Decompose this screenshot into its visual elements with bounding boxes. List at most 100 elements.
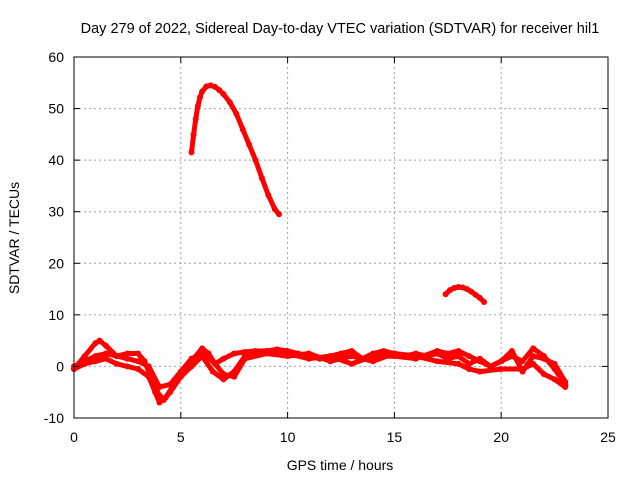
data-point [466,360,473,367]
data-point [233,110,240,117]
data-point [103,342,110,349]
plot-area [71,82,569,406]
data-point [476,294,483,301]
y-tick-label: 0 [56,358,64,374]
data-point [466,366,473,373]
data-point [519,366,526,373]
data-point [92,353,99,360]
data-point [370,358,377,365]
data-point [199,88,206,95]
x-tick-label: 15 [387,429,403,445]
data-point [167,381,174,388]
series-arc-b [71,347,569,406]
ticks: 0 5 10 15 20 25 -10 0 10 20 30 40 50 60 [44,49,616,445]
data-point [455,353,462,360]
data-point [498,358,505,365]
chart-title: Day 279 of 2022, Sidereal Day-to-day VTE… [81,21,600,37]
data-point [284,353,291,360]
data-point [530,360,537,367]
data-point [135,366,142,373]
data-point [190,131,197,138]
data-point [508,347,515,354]
data-point [211,83,218,90]
data-point [338,350,344,357]
data-point [239,126,246,133]
y-tick-label: 40 [48,152,64,168]
data-point [434,358,441,365]
data-point [348,353,355,360]
data-point [455,360,462,367]
data-point [327,353,334,360]
data-point [162,394,169,401]
data-point [455,347,462,354]
data-point [246,141,253,148]
y-tick-label: 20 [48,255,64,271]
series-arc-c [71,350,569,391]
data-point [197,94,204,101]
data-point [258,175,265,182]
data-point [135,350,142,357]
data-point [103,350,110,357]
data-point [81,358,88,365]
data-point [252,157,259,164]
data-point [380,347,387,354]
data-point [498,366,505,373]
data-point [327,358,334,365]
data-point [199,350,206,357]
data-point [226,99,233,106]
data-point [530,353,537,360]
data-point [276,211,283,218]
data-point [92,358,99,365]
data-point [370,353,377,360]
data-point [442,291,449,298]
data-point [113,360,120,367]
x-tick-label: 0 [70,429,78,445]
data-point [145,373,152,380]
data-point [476,368,483,375]
data-point [209,358,216,365]
data-point [466,353,473,360]
data-point [156,399,163,406]
data-point [124,363,131,370]
data-point [194,102,201,109]
data-point [192,115,199,122]
data-point [199,345,206,352]
data-point [348,347,355,354]
data-point [209,368,216,375]
data-point [305,355,312,362]
data-point [231,350,238,357]
data-point [216,87,223,94]
data-point [551,376,558,383]
y-axis-title: SDTVAR / TECUs [6,182,22,294]
data-point [472,291,479,298]
data-point [188,363,195,370]
data-point [412,353,419,360]
data-point [263,350,270,357]
x-tick-label: 25 [600,429,616,445]
data-point [220,371,227,378]
data-point [476,358,483,365]
data-point [231,373,238,380]
y-tick-label: 10 [48,307,64,323]
plot-frame [73,56,609,419]
data-point [220,376,227,383]
data-point [220,91,227,98]
data-point [271,206,278,213]
data-point [562,384,569,391]
data-point [551,360,558,367]
data-point [145,363,152,370]
data-point [540,371,547,378]
x-axis-title: GPS time / hours [287,457,394,473]
series-arc-high [188,82,283,218]
data-point [519,358,526,365]
data-point [434,347,441,354]
data-point [177,368,184,375]
data-point [124,350,131,357]
data-point [220,355,227,362]
data-point [135,358,142,365]
data-point [305,350,312,357]
data-point [348,360,355,367]
data-point [530,345,537,352]
data-point [391,350,398,357]
